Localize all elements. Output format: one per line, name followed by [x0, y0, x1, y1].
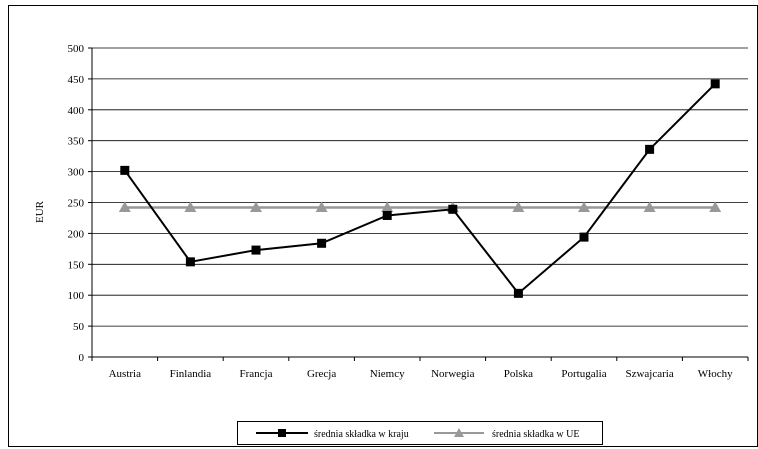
legend: średnia składka w kraju średnia składka w…: [237, 421, 603, 445]
y-tick-label: 0: [79, 352, 85, 364]
data-point-triangle: [381, 201, 394, 212]
y-tick-label: 250: [68, 198, 85, 210]
y-tick-label: 100: [68, 290, 85, 302]
x-tick-label: Grecja: [307, 368, 336, 380]
x-tick-label: Norwegia: [431, 368, 474, 380]
data-point-triangle: [184, 201, 197, 212]
legend-box: [237, 421, 603, 445]
chart-frame: [8, 5, 758, 447]
y-tick-label: 300: [68, 167, 85, 179]
y-tick-label: 200: [68, 228, 85, 240]
x-tick-label: Finlandia: [170, 368, 212, 380]
y-tick-label: 50: [73, 321, 85, 333]
x-tick-label: Portugalia: [561, 368, 606, 380]
data-point-triangle: [250, 201, 262, 212]
data-point-square: [645, 144, 655, 154]
x-tick-label: Szwajcaria: [625, 368, 673, 380]
y-tick-label: 400: [68, 105, 85, 117]
series-line: [123, 83, 716, 295]
data-point-triangle: [118, 201, 131, 212]
legend-label: średnia składka w UE: [492, 429, 579, 440]
legend-marker-square: [278, 429, 286, 437]
data-point-square: [317, 238, 327, 248]
data-point-square: [448, 204, 458, 214]
legend-item-country: średnia składka w kraju: [256, 429, 409, 440]
data-point-triangle: [643, 201, 656, 212]
data-point-square: [382, 210, 392, 220]
series-country: [120, 79, 720, 298]
legend-label: średnia składka w kraju: [314, 429, 409, 440]
y-tick-labels: 0 50 100 150 200 250 300 350 400 450 500: [68, 43, 92, 364]
data-point-triangle: [578, 201, 590, 212]
gridlines: [92, 47, 748, 327]
x-tick-label: Austria: [109, 368, 142, 380]
data-point-square: [120, 165, 130, 175]
data-point-triangle: [512, 201, 525, 212]
x-tick-label: Niemcy: [370, 368, 405, 380]
x-tick-label: Włochy: [698, 368, 733, 380]
legend-marker-triangle: [454, 428, 464, 437]
y-tick-label: 450: [68, 74, 85, 86]
legend-item-eu: średnia składka w UE: [434, 428, 579, 440]
data-point-triangle: [709, 201, 722, 212]
data-point-triangle: [315, 201, 328, 212]
y-tick-label: 350: [68, 136, 85, 148]
series: [118, 79, 722, 298]
data-point-square: [710, 79, 720, 89]
x-tick-label: Polska: [504, 368, 533, 380]
y-tick-label: 500: [68, 43, 85, 55]
data-point-square: [513, 288, 523, 298]
x-tick-labels: Austria Finlandia Francja Grecja Niemcy Norwe…: [91, 357, 749, 380]
y-tick-label: 150: [68, 259, 85, 271]
x-tick-label: Francja: [240, 368, 273, 380]
y-axis-label: EUR: [34, 200, 46, 223]
data-point-square: [579, 232, 589, 242]
data-point-square: [251, 245, 261, 255]
data-point-square: [185, 257, 195, 267]
